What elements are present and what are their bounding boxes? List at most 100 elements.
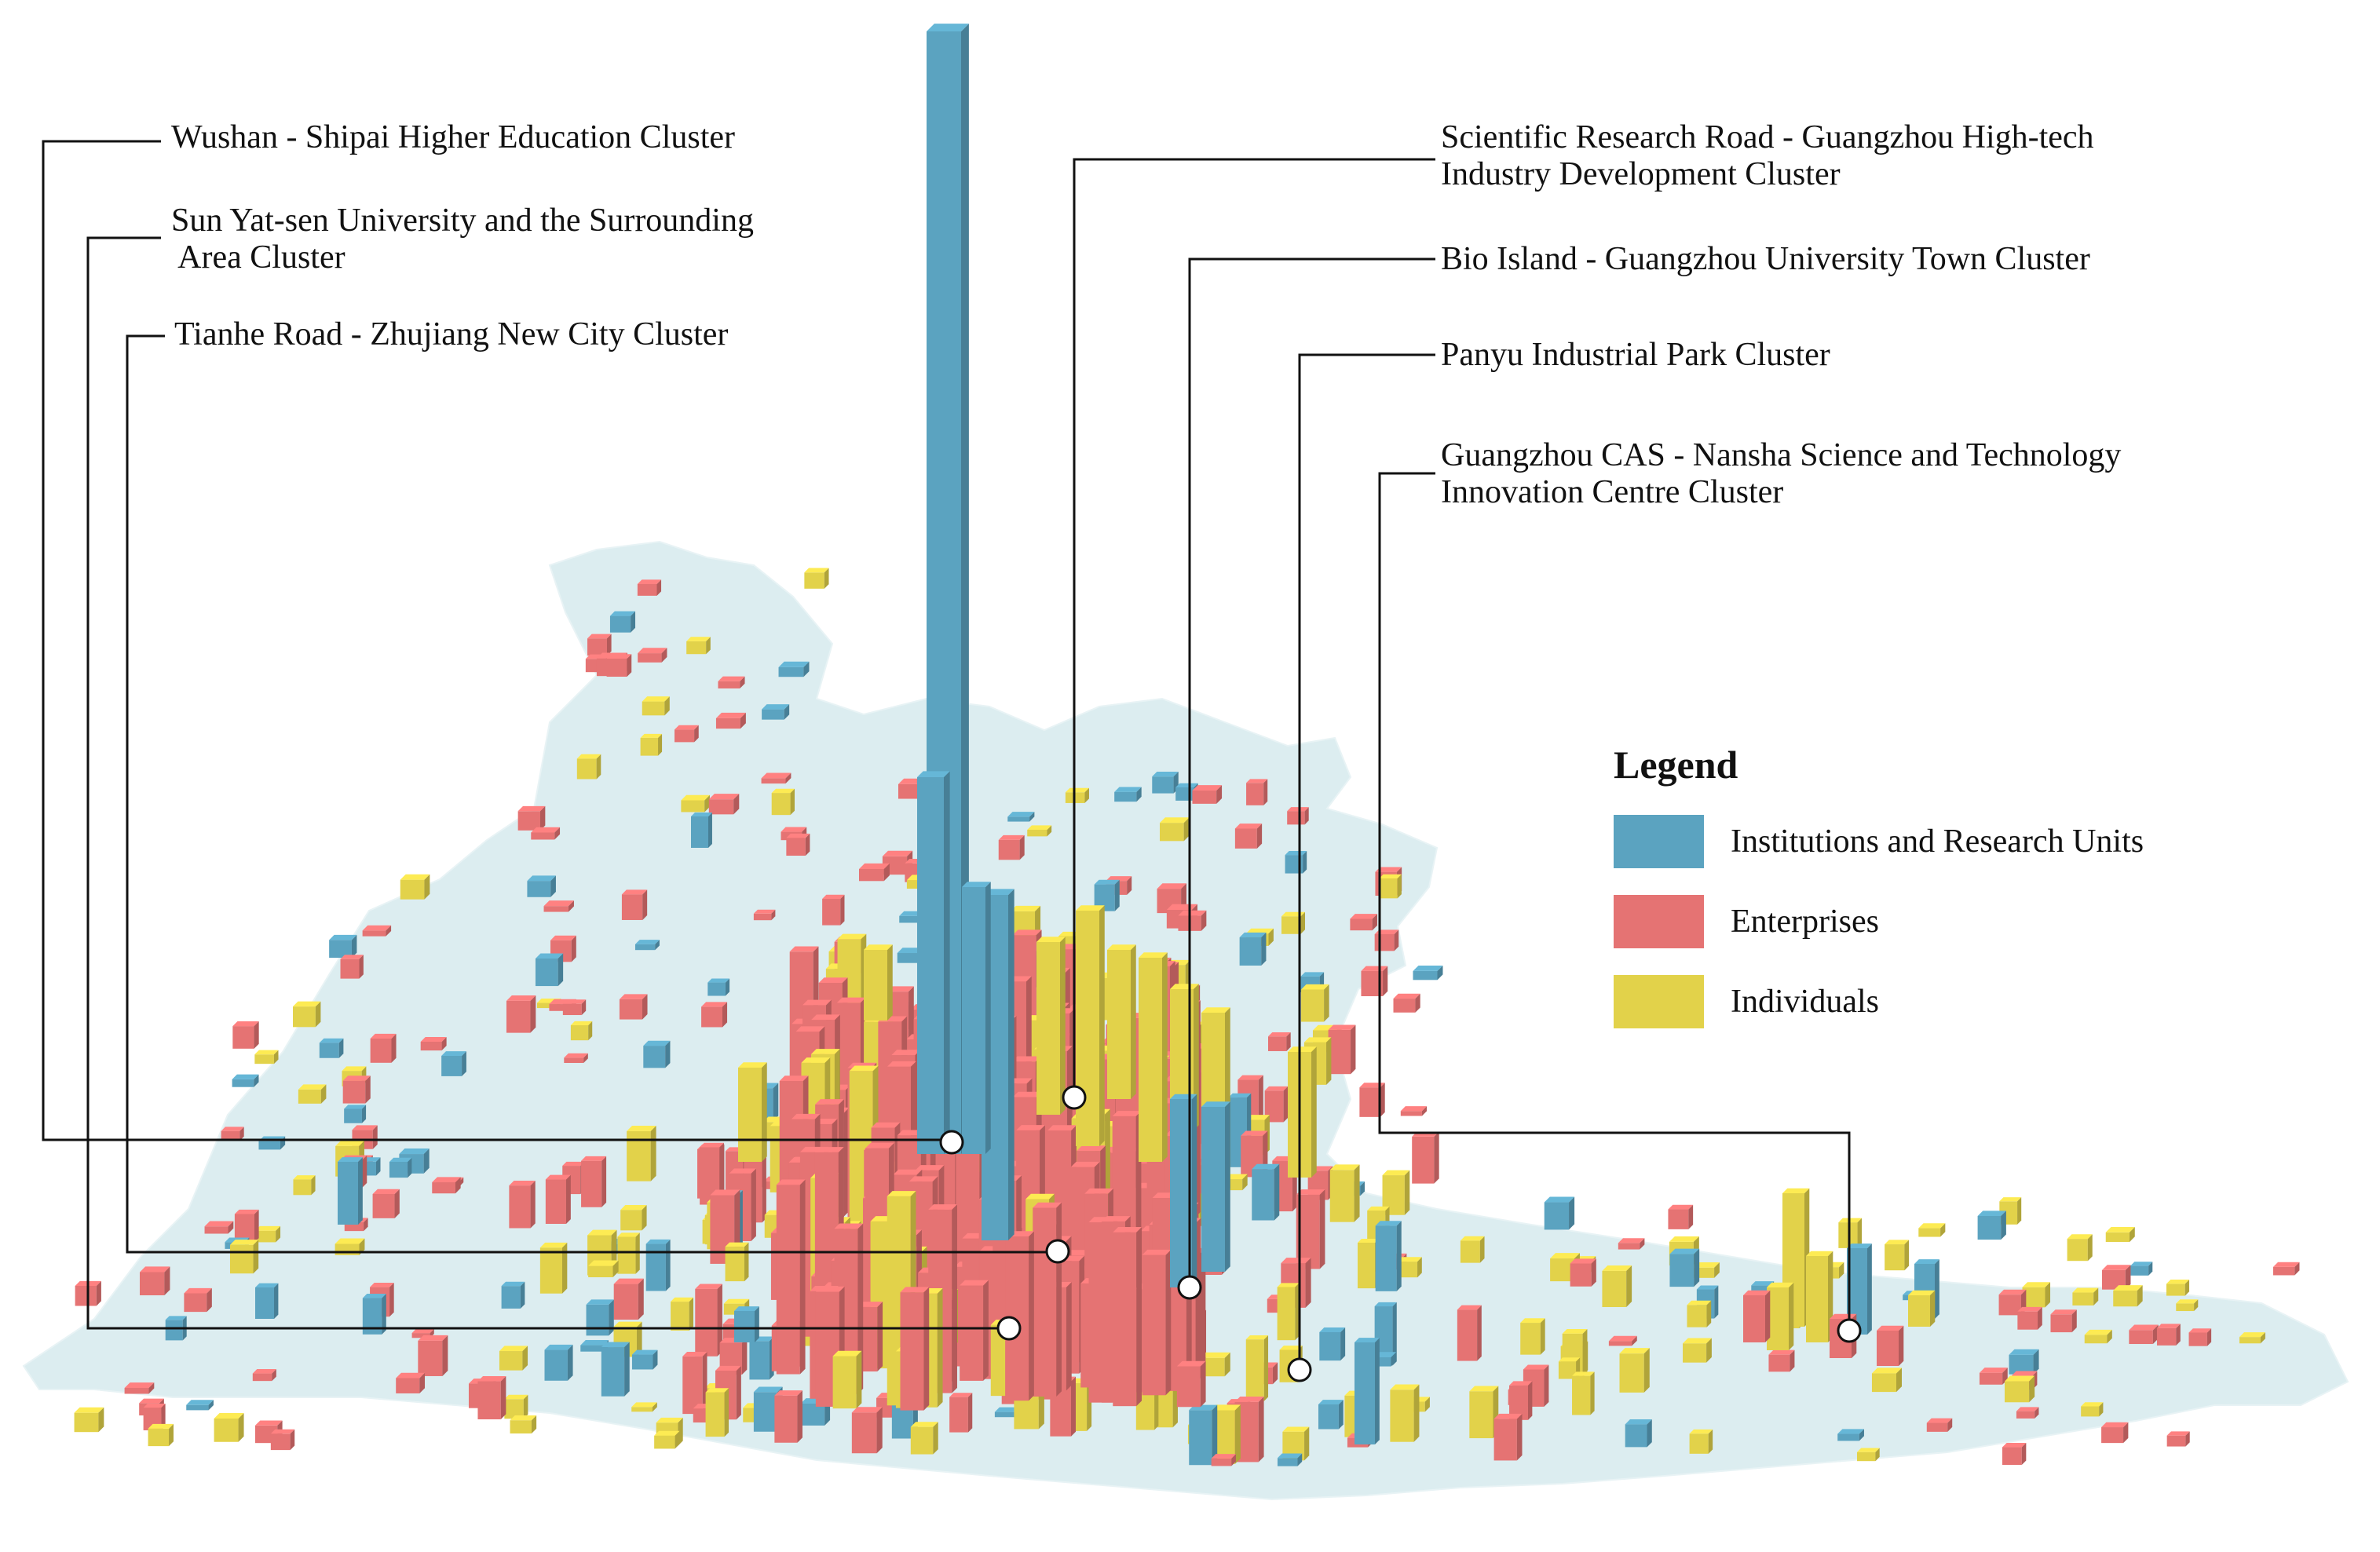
bar-block [761,772,792,784]
leader-line-panyu [1298,353,1435,1370]
bar-block [1361,966,1388,996]
bar-block [949,1393,973,1433]
bar-block [1837,1429,1864,1441]
bar-block [701,1002,728,1028]
marker-guangzhou-cas-nansha [1837,1318,1862,1343]
bar-block [675,725,699,743]
bar-block [804,568,829,589]
bar-block [504,1394,528,1419]
bar-block [1918,1223,1946,1237]
bar-block [2239,1332,2265,1344]
bar-block [370,1033,397,1063]
bar-block [1683,1338,1712,1363]
marker-panyu [1287,1357,1312,1382]
cluster-markers [939,1085,1862,1382]
bar-block [1252,1163,1280,1221]
bar-tall-institutions [1201,1101,1230,1272]
bar-block [822,894,845,926]
bar-block [254,1225,281,1243]
bar-block [221,1127,244,1141]
bar-block [2022,1282,2051,1308]
bar-block [1375,1221,1402,1291]
bar-block [1192,785,1223,804]
bar-block [2166,1280,2190,1296]
legend-item-enterprises: Enterprises [1614,894,2242,949]
bar-tall-institutions [1355,1338,1380,1444]
label-guangzhou-cas-nansha: Guangzhou CAS - Nansha Science and Techn… [1441,437,2122,510]
legend-swatch-enterprises [1614,895,1704,948]
bar-block [2101,1422,2129,1444]
bar-block [725,1242,749,1282]
bar-block [634,940,660,951]
marker-wushan-shipai [939,1130,964,1155]
bar-block [1572,1371,1595,1415]
bar-block [1033,1202,1062,1397]
bar-block [1457,1305,1482,1361]
bar-block [527,875,556,897]
marker-scientific-research-road [1062,1085,1087,1110]
bar-block [1689,1429,1713,1454]
bar-block [2188,1328,2212,1346]
bar-block [400,874,430,900]
bar-block [858,863,890,882]
bar-block [1885,1240,1910,1271]
bar-tall-individuals [738,1062,767,1162]
bar-block [229,1240,259,1274]
bar-tall-individuals [864,944,893,1021]
bar-block [477,1375,506,1420]
bar-block [2156,1324,2181,1346]
bar-block [2176,1299,2199,1312]
bar-block [1277,1453,1303,1466]
legend: Legend Institutions and Research Units E… [1614,742,2242,1054]
bar-block [258,1136,286,1150]
bar-block [681,794,710,813]
bar-tall-institutions [962,882,991,1154]
bar-block [695,1284,722,1357]
bar-block [715,712,746,729]
bar-block [420,1036,447,1051]
bar-block [344,1105,367,1123]
bar-block [2113,1285,2143,1307]
bar-block [1608,1335,1637,1346]
bar-block [786,833,810,856]
bar-block [340,955,364,979]
bar-block [776,1179,806,1375]
leader-lines [42,140,1851,1370]
bar-block [718,676,745,688]
bar-block [1264,1086,1289,1123]
bar-block [1114,787,1142,802]
bar-block [832,1350,862,1409]
bar-block [1241,1130,1268,1178]
bar-block [643,1040,671,1068]
bar-block [543,900,574,912]
bar-block [621,889,648,920]
bar-block [587,634,612,656]
bar-block [418,1335,448,1376]
bar-block [2067,1234,2093,1262]
bar-block [774,1390,802,1443]
bar-block [531,827,561,840]
bar-tall-institutions [917,771,950,1154]
bar-block [545,1174,571,1224]
bar-tall-individuals [1139,952,1168,1162]
bar-block [851,1407,883,1454]
bar-block [319,1038,344,1058]
bar-block [2272,1262,2300,1276]
bar-tall-individuals [1107,944,1136,1099]
bar-block [389,1157,412,1178]
bar-block [2050,1309,2077,1333]
legend-item-individuals: Individuals [1614,974,2242,1029]
bar-block [1602,1265,1632,1307]
bar-block [2004,1375,2035,1403]
label-sun-yat-sen: Sun Yat-sen University and the Surroundi… [171,203,754,276]
bar-block [609,611,636,633]
bar-block [654,1430,680,1449]
bar-block [771,788,795,816]
bar-block [586,1299,614,1336]
bar-block [1359,1083,1385,1117]
bar-block [2017,1306,2042,1330]
label-wushan-shipai: Wushan - Shipai Higher Education Cluster [171,119,735,155]
bar-block [1287,807,1309,825]
label-panyu: Panyu Industrial Park Cluster [1441,337,1830,373]
bar-tall-institutions [691,813,712,848]
